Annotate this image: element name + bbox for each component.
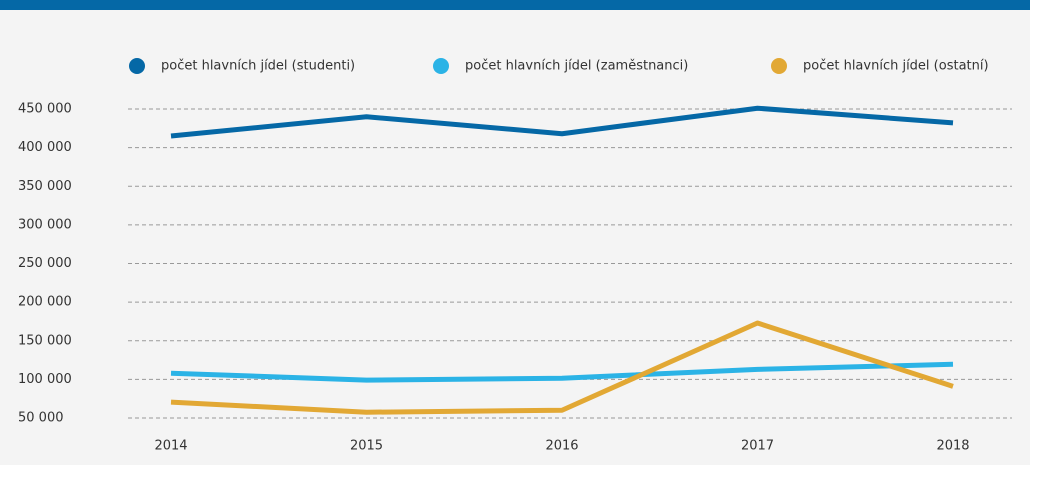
panel [0,10,1030,465]
y-tick-label: 350 000 [18,179,72,194]
y-tick-label: 400 000 [18,140,72,155]
header-bar [0,0,1030,10]
y-tick-label: 450 000 [18,102,72,117]
legend-label: počet hlavních jídel (ostatní) [803,59,989,74]
x-tick-label: 2018 [936,439,969,454]
x-tick-label: 2017 [741,439,774,454]
legend-label: počet hlavních jídel (studenti) [161,59,355,74]
x-tick-label: 2016 [545,439,578,454]
legend-marker [129,58,145,74]
y-tick-label: 50 000 [18,411,64,426]
series-line [170,361,954,383]
y-tick-label: 150 000 [18,333,72,348]
x-tick-label: 2014 [154,439,187,454]
y-tick-label: 250 000 [18,256,72,271]
series-line [170,320,954,415]
series-line [170,105,954,139]
y-tick-label: 300 000 [18,217,72,232]
legend-marker [771,58,787,74]
legend-marker [433,58,449,74]
x-tick-label: 2015 [350,439,383,454]
legend-label: počet hlavních jídel (zaměstnanci) [465,59,688,74]
y-tick-label: 200 000 [18,295,72,310]
y-tick-label: 100 000 [18,372,72,387]
